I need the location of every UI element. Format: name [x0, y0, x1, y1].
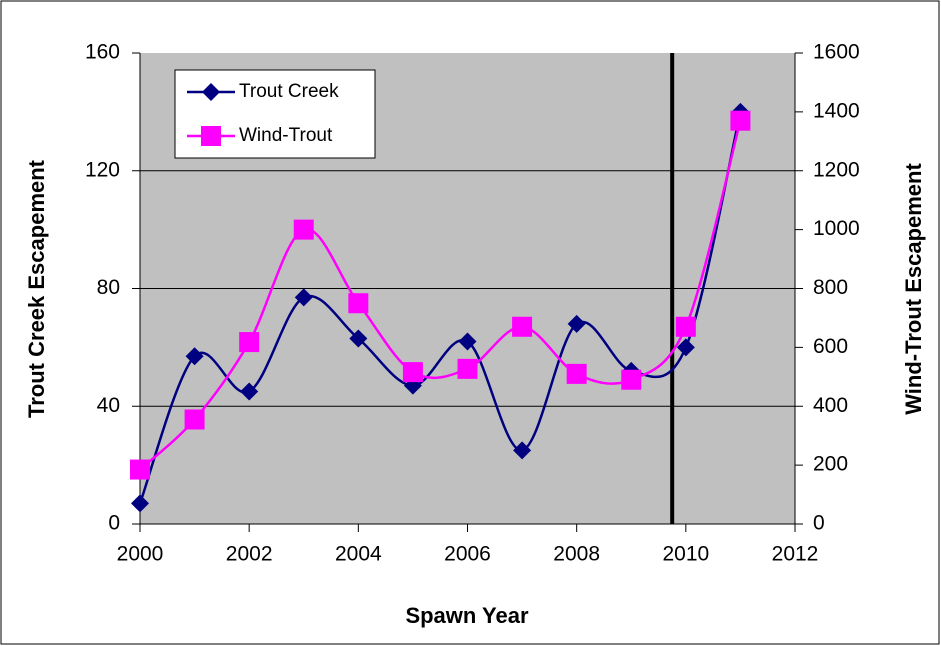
point [675, 316, 696, 337]
x-tick-label: 2004 [335, 543, 382, 566]
legend-label: Trout Creek [239, 81, 339, 102]
point [348, 293, 369, 314]
legend-marker [201, 126, 221, 146]
y-axis-title: Trout Creek Escapement [24, 159, 49, 418]
x-axis-title: Spawn Year [405, 603, 529, 628]
y2-tick-label: 400 [813, 394, 848, 417]
legend-label: Wind-Trout [239, 125, 333, 146]
x-tick-label: 2010 [662, 543, 709, 566]
point [676, 338, 695, 357]
y2-tick-label: 600 [813, 335, 848, 358]
point [185, 347, 204, 366]
point [458, 332, 477, 351]
point [184, 409, 205, 430]
y2-tick-label: 1400 [813, 99, 860, 122]
y2-tick-label: 1600 [813, 41, 860, 64]
point [349, 329, 368, 348]
point [293, 219, 314, 240]
point [457, 358, 478, 379]
point [513, 441, 532, 460]
y2-tick-label: 200 [813, 453, 848, 476]
x-tick-label: 2000 [117, 543, 164, 566]
point [294, 288, 313, 307]
y-tick-label: 160 [85, 41, 120, 64]
point [567, 314, 586, 333]
point [730, 110, 751, 131]
y2-tick-label: 0 [813, 512, 825, 535]
y-tick-label: 40 [97, 394, 120, 417]
y2-tick-label: 800 [813, 276, 848, 299]
x-tick-label: 2002 [226, 543, 273, 566]
point [402, 362, 423, 383]
point [566, 363, 587, 384]
y2-tick-label: 1200 [813, 158, 860, 181]
point [130, 459, 150, 480]
y-tick-label: 80 [97, 276, 120, 299]
x-tick-label: 2006 [444, 543, 491, 566]
point [239, 332, 260, 353]
x-tick-label: 2008 [553, 543, 600, 566]
y-tick-label: 120 [85, 158, 120, 181]
point [240, 382, 259, 401]
point [512, 316, 533, 337]
y2-tick-label: 1000 [813, 217, 860, 240]
y2-axis-title: Wind-Trout Escapement [901, 163, 926, 415]
y-tick-label: 0 [108, 512, 120, 535]
x-tick-label: 2012 [772, 543, 819, 566]
point [131, 494, 149, 513]
legend-marker [202, 83, 220, 101]
point [621, 369, 642, 390]
